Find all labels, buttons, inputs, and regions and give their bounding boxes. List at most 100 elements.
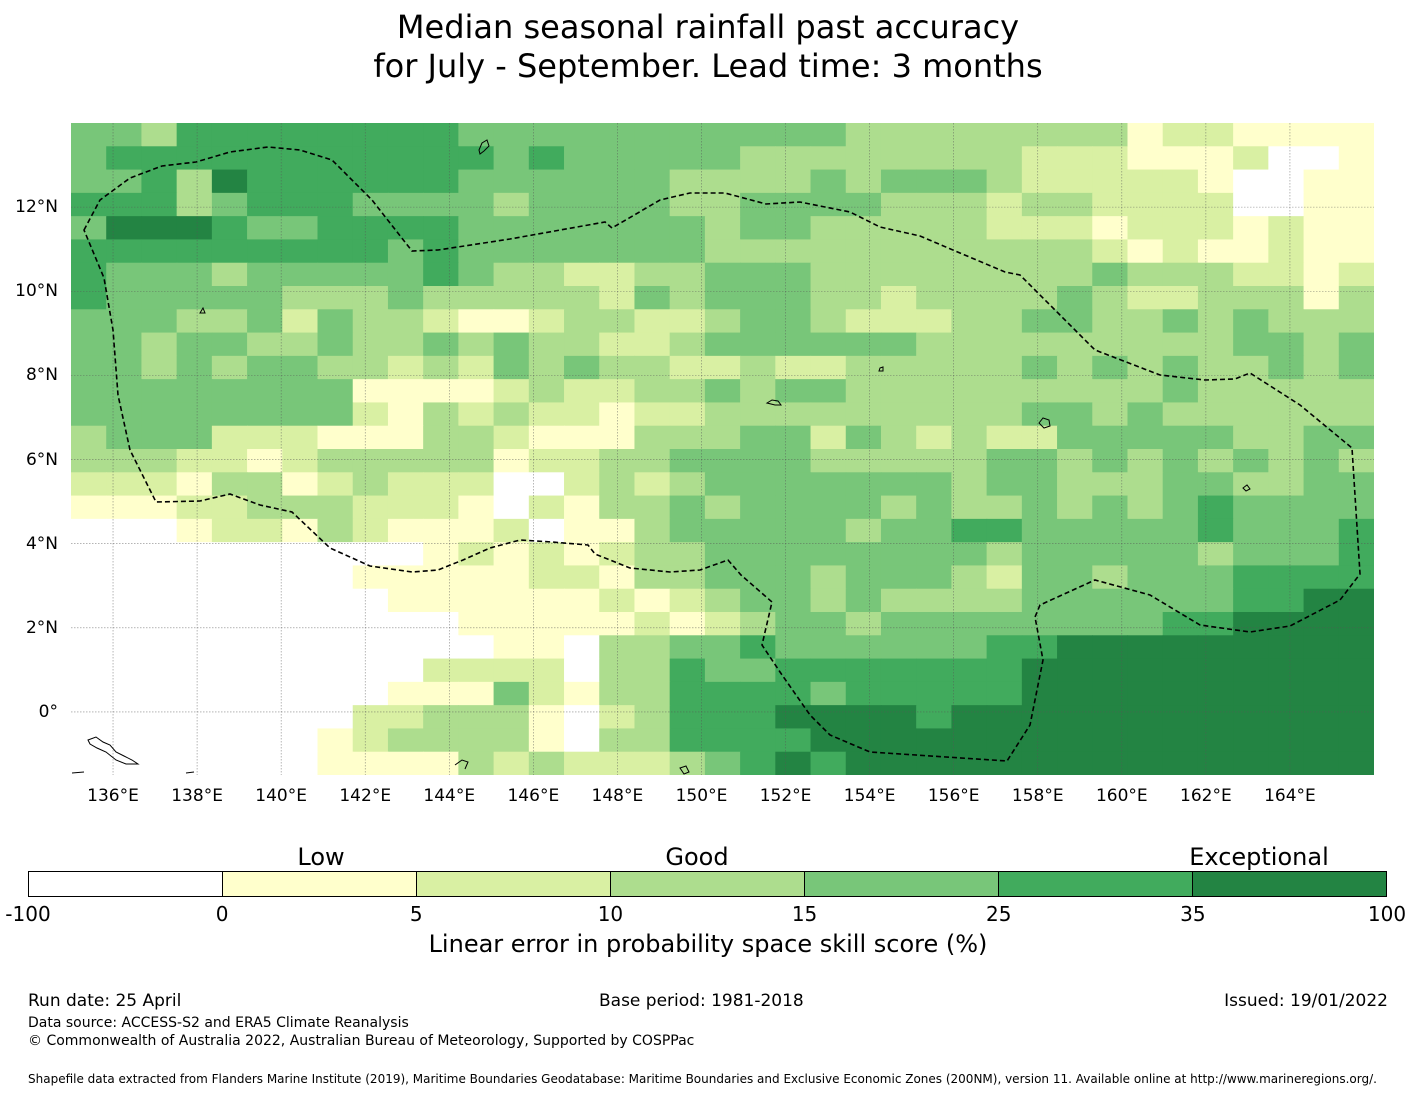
skill-cell bbox=[352, 635, 389, 660]
map-title-line-1: Median seasonal rainfall past accuracy bbox=[396, 8, 1020, 46]
skill-cell bbox=[810, 495, 847, 520]
skill-cell bbox=[916, 332, 953, 357]
skill-cell bbox=[986, 751, 1023, 775]
skill-cell bbox=[528, 565, 565, 590]
skill-cell bbox=[669, 286, 706, 310]
skill-cell bbox=[458, 355, 495, 380]
skill-cell bbox=[493, 518, 530, 543]
skill-cell bbox=[986, 518, 1023, 543]
skill-cell bbox=[634, 588, 671, 613]
skill-cell bbox=[916, 751, 953, 775]
skill-cell bbox=[247, 705, 283, 730]
skill-cell bbox=[1197, 355, 1234, 380]
skill-cell bbox=[916, 262, 953, 287]
skill-cell bbox=[704, 402, 741, 427]
skill-cell bbox=[740, 262, 776, 287]
skill-cell bbox=[317, 542, 354, 567]
longitude-label: 142°E bbox=[339, 786, 392, 806]
skill-cell bbox=[564, 681, 600, 706]
skill-cell bbox=[880, 286, 917, 310]
skill-cell bbox=[1268, 309, 1305, 334]
skill-cell bbox=[211, 309, 248, 334]
skill-cell bbox=[880, 332, 917, 357]
lat-lon-gridlines bbox=[71, 123, 1374, 775]
skill-cell bbox=[775, 518, 812, 543]
skill-cell bbox=[387, 449, 424, 473]
skill-cell bbox=[176, 192, 213, 217]
skill-cell bbox=[880, 425, 917, 450]
skill-cell bbox=[564, 728, 600, 753]
skill-cell bbox=[458, 146, 495, 171]
skill-cell bbox=[564, 262, 600, 287]
colorbar-tick-label: 100 bbox=[1367, 902, 1407, 926]
skill-cell bbox=[845, 612, 882, 636]
skill-cell bbox=[1268, 588, 1305, 613]
skill-cell bbox=[141, 286, 178, 310]
skill-cell bbox=[810, 192, 847, 217]
colorbar-tick-label: 25 bbox=[985, 902, 1012, 926]
skill-cell bbox=[282, 146, 319, 171]
skill-cell bbox=[528, 681, 565, 706]
longitude-label: 160°E bbox=[1095, 786, 1148, 806]
skill-cell bbox=[1092, 262, 1129, 287]
skill-cell bbox=[247, 588, 283, 613]
skill-cell bbox=[1303, 635, 1340, 660]
skill-cell bbox=[986, 658, 1023, 683]
skill-cell bbox=[1092, 192, 1129, 217]
skill-cell bbox=[1197, 332, 1234, 357]
coastline-islands bbox=[71, 139, 1251, 775]
skill-cell bbox=[916, 379, 953, 404]
colorbar-segment bbox=[223, 872, 417, 896]
skill-cell bbox=[1268, 635, 1305, 660]
skill-cell bbox=[211, 612, 248, 636]
skill-cell bbox=[1233, 216, 1269, 241]
skill-cell bbox=[810, 472, 847, 497]
skill-cell bbox=[211, 751, 248, 775]
skill-cell bbox=[1303, 146, 1340, 171]
skill-cell bbox=[564, 472, 600, 497]
skill-cell bbox=[528, 705, 565, 730]
skill-cell bbox=[1233, 425, 1269, 450]
skill-cell bbox=[458, 472, 495, 497]
skill-cell bbox=[211, 705, 248, 730]
skill-cell bbox=[704, 169, 741, 194]
skill-cell bbox=[317, 658, 354, 683]
skill-cell bbox=[528, 332, 565, 357]
skill-cell bbox=[1338, 542, 1374, 567]
skill-cell bbox=[1268, 425, 1305, 450]
skill-cell bbox=[1127, 472, 1164, 497]
skill-cell bbox=[458, 705, 495, 730]
skill-cell bbox=[423, 425, 459, 450]
skill-cell bbox=[1197, 705, 1234, 730]
skill-cell bbox=[704, 239, 741, 264]
skill-cell bbox=[71, 332, 107, 357]
skill-cell bbox=[669, 332, 706, 357]
skill-cell bbox=[1268, 565, 1305, 590]
skill-cell bbox=[1057, 262, 1093, 287]
skill-cell bbox=[775, 472, 812, 497]
skill-cell bbox=[282, 402, 319, 427]
skill-cell bbox=[282, 705, 319, 730]
skill-cell bbox=[1057, 309, 1093, 334]
skill-cell bbox=[71, 472, 107, 497]
skill-cell bbox=[423, 239, 459, 264]
skill-cell bbox=[880, 379, 917, 404]
skill-cell bbox=[528, 355, 565, 380]
skill-cell bbox=[810, 565, 847, 590]
skill-cell bbox=[176, 612, 213, 636]
skill-cell bbox=[775, 635, 812, 660]
skill-cell bbox=[106, 355, 143, 380]
colorbar-segment bbox=[29, 872, 223, 896]
skill-cell bbox=[1057, 472, 1093, 497]
skill-cell bbox=[387, 635, 424, 660]
skill-cell bbox=[211, 262, 248, 287]
skill-cell bbox=[1338, 681, 1374, 706]
skill-cell bbox=[1338, 146, 1374, 171]
skill-cell bbox=[740, 309, 776, 334]
skill-cell bbox=[458, 192, 495, 217]
skill-cell bbox=[951, 379, 988, 404]
skill-cell bbox=[458, 379, 495, 404]
skill-cell bbox=[810, 518, 847, 543]
skill-cell bbox=[845, 309, 882, 334]
skill-cell bbox=[1021, 425, 1058, 450]
